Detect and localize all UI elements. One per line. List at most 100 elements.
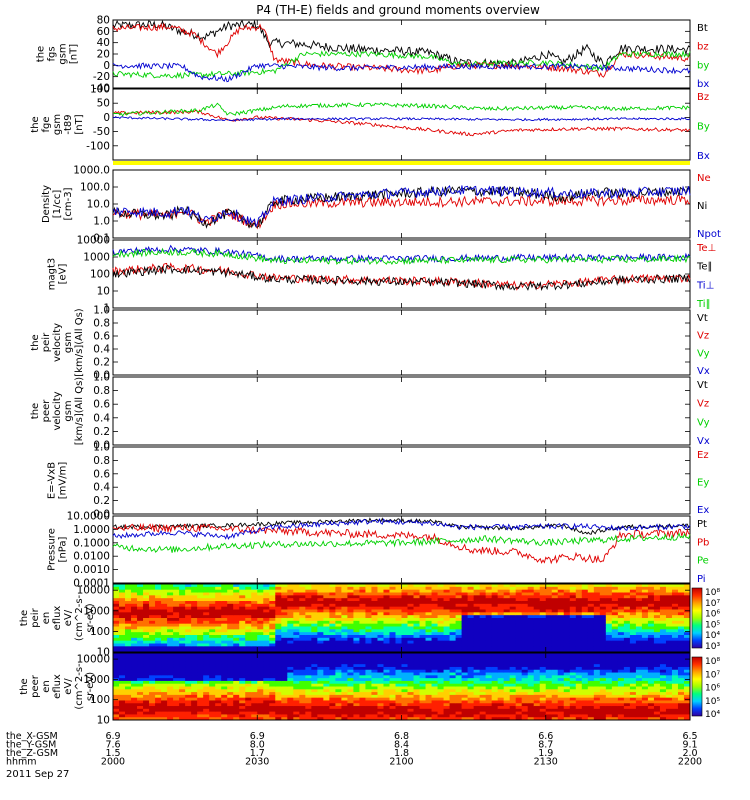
- heatmap-cell: [215, 717, 222, 721]
- heatmap-cell: [311, 615, 318, 619]
- heatmap-cell: [431, 706, 439, 710]
- heatmap-cell: [335, 620, 342, 625]
- heatmap-cell: [431, 635, 439, 639]
- heatmap-cell: [209, 623, 216, 627]
- heatmap-cell: [683, 669, 691, 674]
- heatmap-cell: [647, 632, 655, 636]
- heatmap-cell: [455, 603, 463, 608]
- heatmap-cell: [191, 664, 198, 668]
- heatmap-cell: [143, 635, 150, 639]
- heatmap-cell: [611, 598, 619, 602]
- heatmap-cell: [629, 592, 637, 596]
- y-axis-label: [km/s](All Qs): [74, 377, 85, 445]
- heatmap-cell: [419, 683, 427, 687]
- y-tick-label: 20: [97, 49, 110, 61]
- heatmap-cell: [587, 618, 595, 622]
- heatmap-cell: [185, 675, 192, 679]
- heatmap-cell: [179, 635, 186, 639]
- heatmap-cell: [419, 680, 427, 685]
- heatmap-cell: [191, 680, 198, 685]
- heatmap-cell: [311, 589, 318, 593]
- heatmap-cell: [197, 711, 204, 715]
- heatmap-cell: [185, 595, 192, 599]
- heatmap-cell: [227, 661, 234, 665]
- heatmap-cell: [563, 643, 571, 647]
- heatmap-cell: [185, 692, 192, 696]
- heatmap-cell: [353, 640, 360, 644]
- heatmap-cell: [623, 615, 631, 619]
- heatmap-cell: [353, 601, 360, 605]
- heatmap-cell: [509, 697, 517, 701]
- heatmap-cell: [305, 598, 312, 602]
- heatmap-cell: [635, 609, 643, 613]
- colorbar-tick-label: 10⁸: [705, 588, 720, 598]
- heatmap-cell: [653, 601, 661, 605]
- heatmap-cell: [113, 706, 120, 710]
- heatmap-cell: [641, 589, 649, 593]
- heatmap-cell: [269, 649, 276, 653]
- heatmap-cell: [317, 649, 324, 653]
- heatmap-cell: [257, 680, 264, 685]
- heatmap-cell: [503, 629, 511, 633]
- heatmap-cell: [161, 669, 168, 674]
- heatmap-cell: [593, 584, 601, 588]
- heatmap-cell: [257, 595, 264, 599]
- heatmap-cell: [575, 601, 583, 605]
- heatmap-cell: [611, 655, 619, 660]
- heatmap-cell: [323, 703, 330, 707]
- heatmap-cell: [629, 586, 637, 591]
- heatmap-cell: [371, 694, 378, 699]
- heatmap-cell: [641, 711, 649, 715]
- heatmap-cell: [605, 603, 613, 608]
- heatmap-cell: [119, 595, 126, 599]
- heatmap-cell: [629, 632, 637, 636]
- heatmap-cell: [497, 664, 505, 668]
- heatmap-cell: [197, 606, 204, 610]
- heatmap-cell: [203, 672, 210, 676]
- heatmap-cell: [257, 601, 264, 605]
- heatmap-cell: [617, 589, 625, 593]
- heatmap-cell: [305, 664, 312, 668]
- heatmap-cell: [257, 675, 264, 679]
- heatmap-cell: [461, 664, 469, 668]
- heatmap-cell: [371, 592, 378, 596]
- heatmap-cell: [305, 629, 312, 633]
- heatmap-cell: [233, 717, 240, 721]
- heatmap-cell: [611, 686, 619, 690]
- heatmap-cell: [641, 618, 649, 622]
- heatmap-cell: [575, 686, 583, 690]
- heatmap-cell: [449, 612, 457, 616]
- heatmap-cell: [407, 620, 415, 625]
- heatmap-cell: [233, 697, 240, 701]
- heatmap-cell: [437, 697, 445, 701]
- heatmap-cell: [161, 595, 168, 599]
- heatmap-cell: [527, 635, 535, 639]
- heatmap-cell: [617, 637, 625, 642]
- heatmap-cell: [161, 601, 168, 605]
- heatmap-cell: [503, 669, 511, 674]
- heatmap-cell: [179, 697, 186, 701]
- heatmap-cell: [335, 637, 342, 642]
- heatmap-cell: [395, 595, 402, 599]
- heatmap-cell: [377, 675, 384, 679]
- heatmap-cell: [365, 620, 372, 625]
- heatmap-cell: [539, 686, 547, 690]
- heatmap-cell: [419, 694, 427, 699]
- heatmap-cell: [203, 606, 210, 610]
- heatmap-cell: [137, 584, 144, 588]
- heatmap-cell: [635, 666, 643, 671]
- heatmap-cell: [659, 643, 667, 647]
- heatmap-cell: [479, 661, 487, 665]
- heatmap-cell: [119, 646, 126, 650]
- heatmap-cell: [323, 603, 330, 608]
- heatmap-cell: [251, 601, 258, 605]
- heatmap-cell: [461, 601, 469, 605]
- heatmap-cell: [623, 606, 631, 610]
- heatmap-cell: [527, 637, 535, 642]
- heatmap-cell: [377, 706, 384, 710]
- heatmap-cell: [131, 618, 138, 622]
- heatmap-cell: [641, 717, 649, 721]
- heatmap-cell: [611, 697, 619, 701]
- heatmap-cell: [239, 661, 246, 665]
- heatmap-cell: [215, 629, 222, 633]
